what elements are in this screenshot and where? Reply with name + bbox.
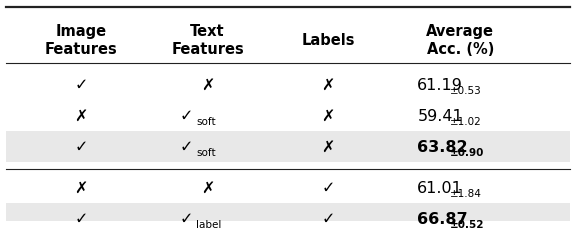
Text: ✗: ✗ — [321, 109, 335, 124]
Text: ±0.52: ±0.52 — [450, 219, 485, 229]
Text: ✗: ✗ — [74, 109, 88, 124]
Text: ✓: ✓ — [74, 139, 88, 154]
Text: ✓: ✓ — [321, 180, 335, 195]
Text: ±0.90: ±0.90 — [450, 147, 484, 158]
Text: ✓: ✓ — [74, 211, 88, 226]
Text: Labels: Labels — [301, 33, 355, 48]
Text: ✗: ✗ — [321, 78, 335, 93]
Text: ✗: ✗ — [321, 139, 335, 154]
Text: 61.19: 61.19 — [417, 78, 463, 93]
Text: Text
Features: Text Features — [171, 24, 244, 56]
Text: Average
Acc. (%): Average Acc. (%) — [426, 24, 494, 56]
Text: soft: soft — [196, 147, 215, 158]
Text: ±1.84: ±1.84 — [450, 188, 482, 198]
Text: ✗: ✗ — [201, 180, 214, 195]
Text: ✓: ✓ — [74, 78, 88, 93]
Text: ✓: ✓ — [321, 211, 335, 226]
Text: 63.82: 63.82 — [417, 139, 468, 154]
Bar — [6, 203, 570, 229]
Text: ✗: ✗ — [201, 78, 214, 93]
Text: Image
Features: Image Features — [45, 24, 118, 56]
Text: 66.87: 66.87 — [417, 211, 468, 226]
Text: ✗: ✗ — [74, 180, 88, 195]
Text: ✓: ✓ — [180, 139, 193, 154]
Text: soft: soft — [196, 117, 215, 127]
Bar — [6, 132, 570, 162]
Text: ✓: ✓ — [180, 109, 193, 124]
Text: label: label — [196, 219, 221, 229]
Text: 59.41: 59.41 — [417, 109, 463, 124]
Text: ✓: ✓ — [180, 211, 193, 226]
Text: ±1.02: ±1.02 — [450, 117, 482, 127]
Text: 61.01: 61.01 — [417, 180, 463, 195]
Text: ±0.53: ±0.53 — [450, 86, 482, 96]
